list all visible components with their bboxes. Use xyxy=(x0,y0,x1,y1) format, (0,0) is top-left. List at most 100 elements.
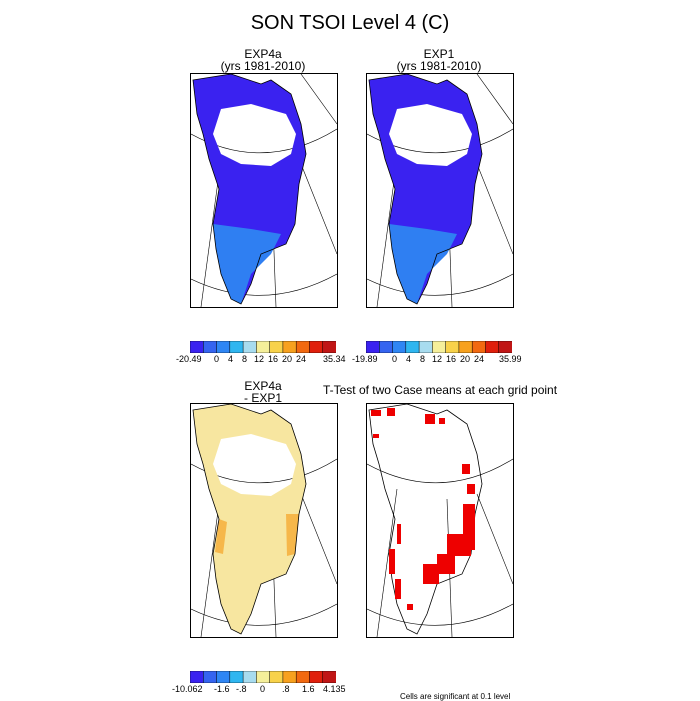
colorbar-tick: 0 xyxy=(260,684,266,694)
colorbar-svg xyxy=(189,340,337,354)
colorbar-swatch xyxy=(365,340,380,354)
map-svg xyxy=(367,74,513,307)
panel-title-diff: EXP4a - EXP1 xyxy=(190,380,336,404)
colorbar-swatch xyxy=(242,340,257,354)
colorbar-diff xyxy=(189,670,337,684)
colorbar-min-label: -20.49 xyxy=(176,354,202,364)
significant-cell xyxy=(387,408,395,416)
colorbar-swatch xyxy=(295,340,310,354)
colorbar-swatch xyxy=(432,340,447,354)
significant-cell xyxy=(389,549,395,574)
colorbar-ticks: 0 4 8 12 16 20 24 xyxy=(214,354,324,366)
figure-title: SON TSOI Level 4 (C) xyxy=(250,12,450,34)
colorbar-swatch xyxy=(229,340,244,354)
colorbar-swatch xyxy=(203,340,218,354)
colorbar-swatch xyxy=(295,670,310,684)
greenland-field-south xyxy=(213,224,281,304)
colorbar-swatch xyxy=(216,340,231,354)
colorbar-swatches xyxy=(189,340,337,354)
significance-note: Cells are significant at 0.1 level xyxy=(400,692,511,701)
map-panel-exp4a xyxy=(190,73,338,308)
colorbar-tick: 12 xyxy=(432,354,443,364)
meridian-line xyxy=(300,74,337,125)
colorbar-tick: 0 xyxy=(392,354,398,364)
significant-cell xyxy=(437,554,455,574)
significant-cell xyxy=(395,579,401,599)
colorbar-tick: -1.6 xyxy=(214,684,230,694)
meridian-line xyxy=(376,488,398,637)
meridian-line xyxy=(476,74,513,125)
colorbar-swatch xyxy=(282,340,297,354)
significant-cell xyxy=(447,534,471,556)
coastline xyxy=(192,74,307,305)
panel-title-line2: (yrs 1981-2010) xyxy=(220,59,306,73)
panel-title-exp1: EXP1 (yrs 1981-2010) xyxy=(366,48,512,72)
colorbar-max-label: 35.34 xyxy=(323,354,346,364)
colorbar-swatch xyxy=(485,340,500,354)
colorbar-swatches xyxy=(189,670,337,684)
colorbar-swatch xyxy=(498,340,513,354)
map-svg xyxy=(367,404,513,637)
colorbar-tick: 12 xyxy=(254,354,265,364)
coastline xyxy=(368,404,483,635)
significant-cell xyxy=(407,604,413,610)
significant-cell xyxy=(425,414,435,424)
colorbar-swatch xyxy=(322,340,337,354)
colorbar-ticks: -1.6 -.8 0 .8 1.6 xyxy=(214,684,324,696)
colorbar-tick: -.8 xyxy=(236,684,247,694)
panel-title-line1: EXP1 xyxy=(423,47,455,61)
colorbar-svg xyxy=(189,670,337,684)
colorbar-tick: 8 xyxy=(420,354,426,364)
colorbar-tick: 4 xyxy=(228,354,234,364)
colorbar-swatch xyxy=(256,670,271,684)
significant-cell xyxy=(397,524,401,544)
panel-title-exp4a: EXP4a (yrs 1981-2010) xyxy=(190,48,336,72)
panel-title-line1: EXP4a xyxy=(244,47,282,61)
colorbar-tick: 4 xyxy=(406,354,412,364)
latitude-line xyxy=(367,273,513,296)
latitude-line xyxy=(191,273,337,296)
map-panel-diff xyxy=(190,403,338,638)
colorbar-tick: 20 xyxy=(460,354,471,364)
meridian-line xyxy=(300,163,337,255)
significant-cell xyxy=(467,484,475,494)
colorbar-ticks: 0 4 8 12 16 20 24 xyxy=(392,354,502,366)
colorbar-swatch xyxy=(309,340,324,354)
colorbar-max-label: 35.99 xyxy=(499,354,522,364)
colorbar-swatch xyxy=(269,670,284,684)
significant-cell xyxy=(439,418,445,424)
greenland-field-south xyxy=(389,224,457,304)
colorbar-tick: 24 xyxy=(296,354,307,364)
colorbar-max-label: 4.135 xyxy=(323,684,346,694)
colorbar-min-label: -19.89 xyxy=(352,354,378,364)
colorbar-swatch xyxy=(392,340,407,354)
colorbar-tick: 16 xyxy=(268,354,279,364)
panel-title-ttest: T-Test of two Case means at each grid po… xyxy=(300,384,580,396)
meridian-line xyxy=(476,493,513,585)
significant-cell xyxy=(423,564,439,584)
difference-hotspot xyxy=(215,519,227,554)
panel-title-line2: (yrs 1981-2010) xyxy=(396,59,482,73)
colorbar-swatch xyxy=(309,670,324,684)
latitude-line xyxy=(367,458,513,484)
latitude-line xyxy=(191,603,337,626)
colorbar-tick: 20 xyxy=(282,354,293,364)
colorbar-tick: 0 xyxy=(214,354,220,364)
map-svg xyxy=(191,74,337,307)
colorbar-tick: .8 xyxy=(282,684,290,694)
colorbar-tick: 24 xyxy=(474,354,485,364)
map-panel-exp1 xyxy=(366,73,514,308)
colorbar-swatch xyxy=(458,340,473,354)
colorbar-swatch xyxy=(189,670,204,684)
colorbar-svg xyxy=(365,340,513,354)
colorbar-exp1 xyxy=(365,340,513,354)
meridian-line xyxy=(300,493,337,585)
map-panel-ttest xyxy=(366,403,514,638)
colorbar-swatch xyxy=(322,670,337,684)
colorbar-tick: 1.6 xyxy=(302,684,315,694)
colorbar-swatch xyxy=(418,340,433,354)
colorbar-swatch xyxy=(256,340,271,354)
colorbar-swatch xyxy=(405,340,420,354)
colorbar-exp4a xyxy=(189,340,337,354)
significant-cell xyxy=(371,410,381,416)
